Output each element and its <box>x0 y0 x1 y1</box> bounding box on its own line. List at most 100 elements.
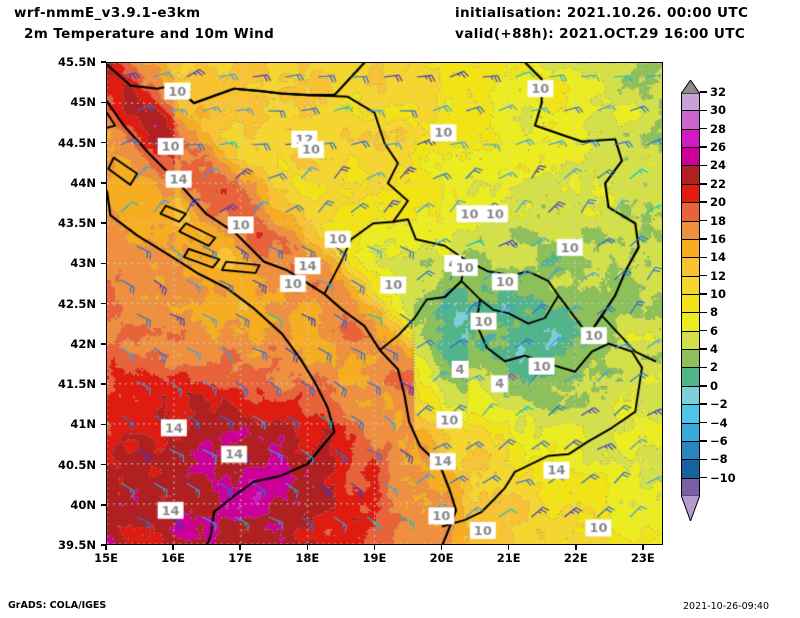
latitude-tick <box>101 262 106 264</box>
latitude-tick <box>101 182 106 184</box>
colorbar-segment <box>681 202 700 222</box>
latitude-tick <box>101 383 106 385</box>
colorbar-tick-label: 22 <box>710 176 727 191</box>
temperature-map-canvas <box>107 63 662 544</box>
colorbar-segment <box>681 220 700 240</box>
longitude-tick-label: 18E <box>295 551 320 565</box>
colorbar-segment <box>681 367 700 387</box>
colorbar-tick <box>700 366 707 369</box>
valid-time: valid(+88h): 2021.OCT.29 16:00 UTC <box>455 26 746 42</box>
colorbar-tick-label: −8 <box>710 452 728 467</box>
colorbar-segment <box>681 275 700 295</box>
longitude-tick-label: 22E <box>563 551 588 565</box>
colorbar-tick <box>700 127 707 130</box>
longitude-tick <box>172 545 174 550</box>
colorbar-tick-label: 8 <box>710 305 719 320</box>
field-title: 2m Temperature and 10m Wind <box>24 26 275 42</box>
longitude-tick-label: 19E <box>362 551 387 565</box>
latitude-tick-label: 42N <box>70 336 96 351</box>
latitude-tick-label: 40N <box>70 497 96 512</box>
colorbar-segment <box>681 294 700 314</box>
latitude-tick-label: 42.5N <box>58 296 96 311</box>
software-credit: GrADS: COLA/IGES <box>8 600 107 611</box>
latitude-tick-label: 45.5N <box>58 55 96 69</box>
longitude-tick-label: 20E <box>429 551 454 565</box>
colorbar-tick <box>700 164 707 167</box>
colorbar-segment <box>681 330 700 351</box>
colorbar-segment <box>681 110 700 130</box>
colorbar-tick-label: 2 <box>710 360 719 375</box>
longitude-tick <box>239 545 241 550</box>
latitude-tick-label: 40.5N <box>58 457 96 472</box>
colorbar-top-cap <box>680 79 701 95</box>
latitude-tick <box>101 343 106 345</box>
colorbar-tick-label: 12 <box>710 268 727 283</box>
colorbar-tick <box>700 238 707 240</box>
longitude-tick <box>105 545 107 550</box>
colorbar-tick <box>700 458 707 461</box>
longitude-tick <box>440 545 443 550</box>
colorbar-tick-label: 10 <box>710 287 727 301</box>
colorbar-tick-label: 20 <box>710 195 727 210</box>
colorbar-tick <box>700 91 707 93</box>
colorbar-tick <box>700 311 707 314</box>
colorbar-tick-label: 18 <box>710 213 727 228</box>
colorbar-tick-label: 28 <box>710 121 727 136</box>
longitude-tick <box>306 545 309 550</box>
colorbar-tick <box>700 274 707 277</box>
colorbar-tick-label: 30 <box>710 103 727 118</box>
map-plot-area <box>106 62 663 545</box>
colorbar-tick-label: −2 <box>710 397 728 412</box>
latitude-tick-label: 45N <box>70 95 96 110</box>
colorbar-segment <box>681 349 700 369</box>
latitude-tick-label: 43.5N <box>58 216 96 230</box>
latitude-tick-label: 44.5N <box>58 135 96 150</box>
colorbar-tick-label: 26 <box>710 140 727 155</box>
colorbar-tick <box>700 219 707 222</box>
colorbar-tick <box>700 201 707 203</box>
colorbar-segment <box>681 183 700 204</box>
latitude-tick <box>101 544 106 546</box>
colorbar-segment <box>681 459 700 479</box>
model-title: wrf-nmmE_v3.9.1-e3km <box>14 5 201 21</box>
longitude-tick <box>507 545 510 550</box>
colorbar-segment <box>681 404 700 424</box>
latitude-tick <box>101 141 106 144</box>
colorbar-segment <box>681 165 700 185</box>
colorbar-segment <box>681 385 700 406</box>
colorbar-tick <box>700 146 707 148</box>
colorbar-tick <box>700 440 707 442</box>
latitude-tick <box>101 61 106 63</box>
longitude-tick <box>373 545 376 550</box>
colorbar-tick-label: 6 <box>710 323 719 338</box>
initialisation-time: initialisation: 2021.10.26. 00:00 UTC <box>455 5 749 21</box>
latitude-tick-label: 44N <box>70 175 96 190</box>
colorbar-segment <box>681 92 700 112</box>
colorbar-segment <box>681 257 700 277</box>
colorbar-tick <box>700 476 707 479</box>
latitude-tick <box>101 423 106 425</box>
latitude-tick <box>101 463 106 466</box>
colorbar-tick <box>700 421 707 424</box>
colorbar-tick-label: 0 <box>710 378 719 393</box>
longitude-tick-label: 16E <box>161 551 186 565</box>
colorbar-tick <box>700 329 707 332</box>
longitude-tick-label: 21E <box>496 551 521 565</box>
latitude-tick-label: 43N <box>70 256 96 271</box>
colorbar-tick <box>700 183 707 185</box>
colorbar-tick-label: −10 <box>710 470 736 485</box>
colorbar-segment <box>681 238 700 259</box>
latitude-tick-label: 39.5N <box>58 538 96 552</box>
colorbar-segment <box>681 147 700 167</box>
longitude-tick-label: 23E <box>630 551 655 565</box>
colorbar-tick <box>700 348 707 350</box>
latitude-tick <box>101 101 106 103</box>
longitude-tick-label: 15E <box>94 551 118 565</box>
colorbar-segment <box>681 440 700 461</box>
longitude-tick-label: 17E <box>228 551 253 565</box>
colorbar-tick-label: −6 <box>710 433 728 448</box>
colorbar-segment <box>681 422 700 442</box>
latitude-tick <box>101 222 106 224</box>
longitude-tick <box>642 545 644 550</box>
